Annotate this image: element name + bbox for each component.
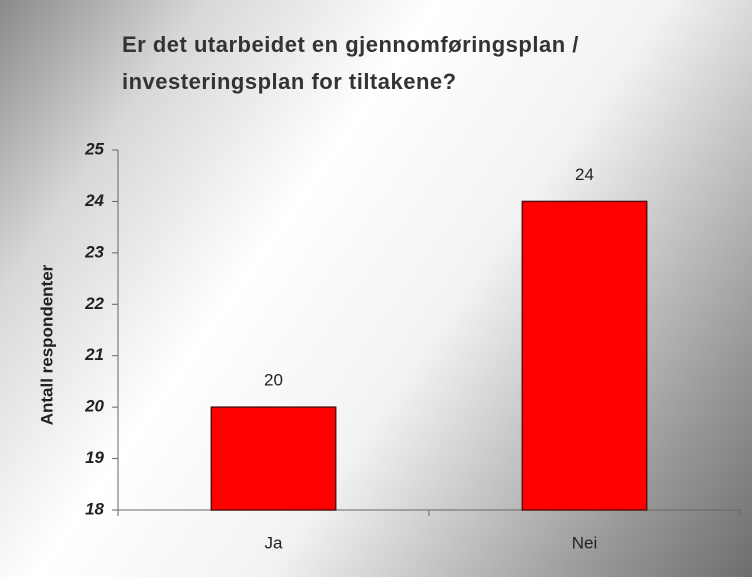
- y-tick-label: 24: [84, 191, 104, 210]
- bar: [521, 200, 648, 511]
- y-tick-label: 22: [84, 294, 104, 313]
- x-tick-label: Nei: [572, 533, 598, 552]
- data-label: 24: [575, 165, 594, 184]
- chart-title: investeringsplan for tiltakene?: [122, 69, 457, 94]
- x-tick-label: Ja: [265, 533, 284, 552]
- bar: [210, 406, 337, 511]
- y-tick-label: 25: [84, 139, 104, 158]
- data-label: 20: [264, 371, 283, 390]
- y-axis-label: Antall respondenter: [37, 264, 56, 425]
- y-tick-label: 20: [84, 397, 104, 416]
- y-tick-label: 19: [85, 448, 104, 467]
- chart-title: Er det utarbeidet en gjennomføringsplan …: [122, 32, 579, 57]
- y-tick-label: 21: [84, 345, 104, 364]
- y-tick-label: 23: [84, 242, 104, 261]
- y-tick-label: 18: [85, 499, 104, 518]
